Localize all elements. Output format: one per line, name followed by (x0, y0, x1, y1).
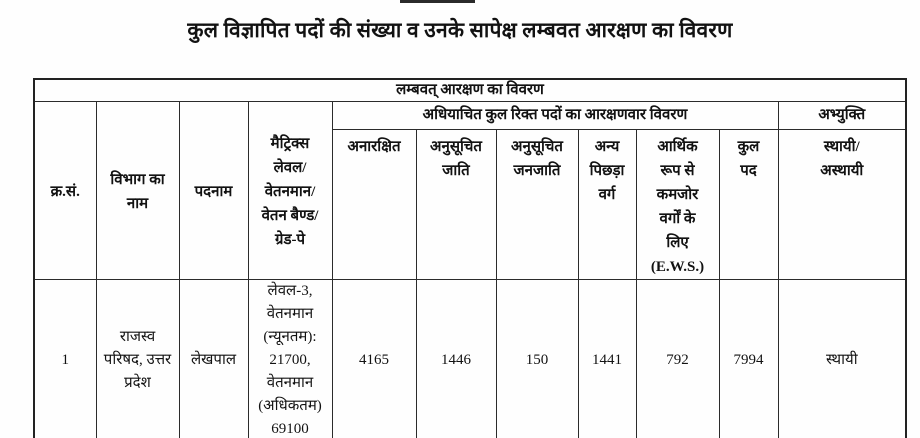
cell-scheduled-tribe: 150 (495, 278, 579, 438)
table-group-header-row: क्र.सं. विभाग का नाम पदनाम मैट्रिक्स लेव… (33, 100, 907, 280)
top-partial-rule (400, 0, 475, 3)
col-header-department-name: विभाग का नाम (95, 100, 180, 280)
col-header-other-backward-class: अन्य पिछड़ा वर्ग (577, 128, 637, 280)
cell-post-name: लेखपाल (178, 278, 249, 438)
col-header-scheduled-tribe: अनुसूचित जनजाति (495, 128, 579, 280)
cell-total-posts: 7994 (718, 278, 779, 438)
col-header-total-posts: कुल पद (718, 128, 779, 280)
reservation-table: लम्बवत् आरक्षण का विवरण क्र.सं. विभाग का… (33, 78, 908, 438)
cell-other-backward-class: 1441 (577, 278, 637, 438)
table-caption-row: लम्बवत् आरक्षण का विवरण (33, 78, 907, 102)
table-subheader-row: अनारक्षित अनुसूचित जाति अनुसूचित जनजाति … (34, 128, 907, 280)
document-title: कुल विज्ञापित पदों की संख्या व उनके सापे… (187, 18, 733, 42)
table-caption: लम्बवत् आरक्षण का विवरण (33, 78, 907, 102)
group-header-reservation-wise-details: अधियाचित कुल रिक्त पदों का आरक्षणवार विव… (331, 100, 779, 130)
cell-scheduled-caste: 1446 (415, 278, 497, 438)
cell-department-name: राजस्व परिषद, उत्तर प्रदेश (95, 278, 180, 438)
col-header-permanent-temporary: स्थायी/ अस्थायी (777, 128, 907, 280)
table-data-row: 1 राजस्व परिषद, उत्तर प्रदेश लेखपाल लेवल… (33, 278, 907, 438)
col-header-post-name: पदनाम (178, 100, 249, 280)
col-header-unreserved: अनारक्षित (331, 128, 417, 280)
reservation-table-wrapper: लम्बवत् आरक्षण का विवरण क्र.सं. विभाग का… (33, 78, 908, 438)
col-header-scheduled-caste: अनुसूचित जाति (415, 128, 497, 280)
cell-serial-number: 1 (33, 278, 97, 438)
cell-permanent-temporary: स्थायी (777, 278, 907, 438)
cell-unreserved: 4165 (331, 278, 417, 438)
cell-matrix-level-pay: लेवल-3, वेतनमान (न्यूनतम): 21700, वेतनमा… (247, 278, 333, 438)
col-header-serial-number: क्र.सं. (33, 100, 97, 280)
col-header-ews: आर्थिक रूप से कमजोर वर्गों के लिए (E.W.S… (635, 128, 720, 280)
col-header-matrix-level-pay: मैट्रिक्स लेवल/ वेतनमान/ वेतन बैण्ड/ ग्र… (247, 100, 333, 280)
col-header-remarks: अभ्युक्ति (777, 100, 907, 130)
cell-ews: 792 (635, 278, 720, 438)
